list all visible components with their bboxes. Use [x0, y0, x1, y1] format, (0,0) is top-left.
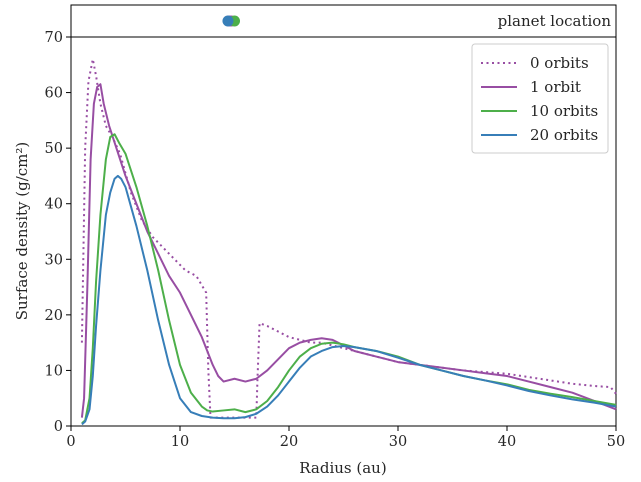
legend-label: 0 orbits [530, 54, 589, 72]
x-tick-label: 40 [498, 434, 516, 450]
legend: 0 orbits 1 orbit 10 orbits 20 orbits [471, 43, 609, 154]
y-tick-label: 0 [54, 419, 63, 435]
y-axis-label: Surface density (g/cm²) [13, 142, 31, 321]
series-line-1-orbit [80, 83, 617, 418]
y-tick-label: 60 [45, 86, 63, 102]
legend-label: 10 orbits [530, 102, 598, 120]
planet-markers [222, 15, 240, 27]
planet-marker [222, 15, 234, 27]
top-panel-frame [70, 4, 617, 38]
legend-label: 1 orbit [530, 78, 581, 96]
planet-location-panel: planet location [70, 4, 617, 38]
legend-label: 20 orbits [530, 126, 598, 144]
series-line-20-orbits [81, 174, 617, 426]
y-axis-ticks: 0 10 20 30 40 50 60 70 [45, 30, 71, 435]
y-tick-label: 20 [45, 308, 63, 324]
legend-box [471, 43, 609, 154]
y-tick-label: 40 [45, 197, 63, 213]
series-line-0-orbits [80, 58, 617, 419]
x-axis-ticks: 0 10 20 30 40 50 [66, 426, 625, 450]
x-tick-label: 0 [66, 434, 75, 450]
legend-items: 0 orbits 1 orbit 10 orbits 20 orbits [481, 54, 598, 144]
y-tick-label: 50 [45, 141, 63, 157]
planet-location-annotation: planet location [498, 12, 612, 30]
x-tick-label: 20 [280, 434, 298, 450]
x-tick-label: 30 [389, 434, 407, 450]
y-tick-label: 30 [45, 252, 63, 268]
x-tick-label: 50 [607, 434, 625, 450]
x-axis-label: Radius (au) [299, 459, 386, 477]
series-lines [80, 58, 617, 426]
x-tick-label: 10 [171, 434, 189, 450]
y-tick-label: 10 [45, 363, 63, 379]
y-tick-label: 70 [45, 30, 63, 46]
